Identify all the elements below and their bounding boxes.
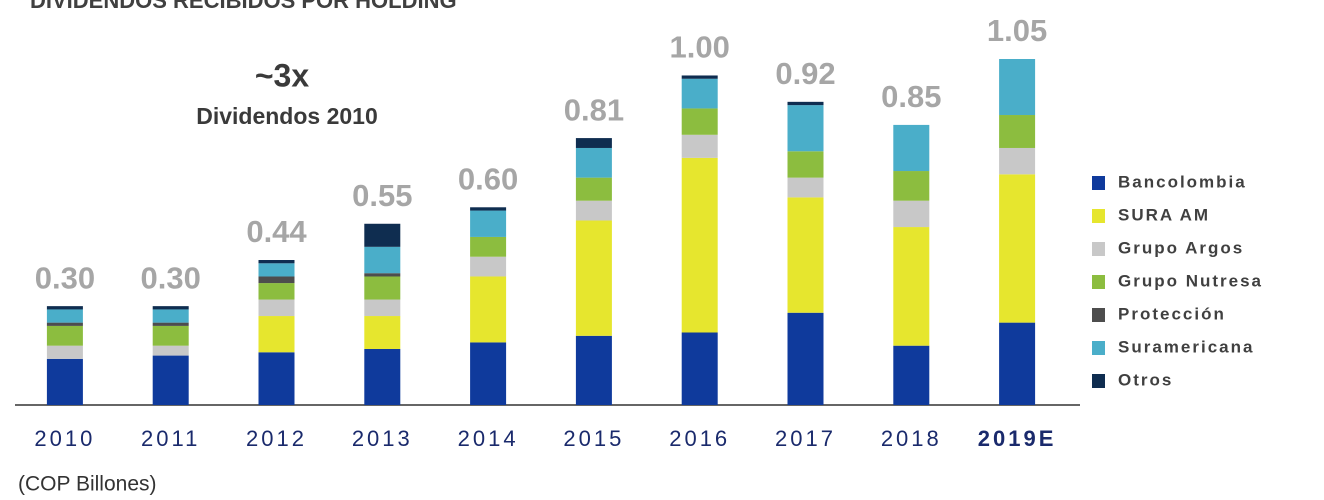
bar-segment	[152, 345, 189, 356]
bar-segment	[258, 260, 295, 264]
total-label: 0.85	[881, 79, 941, 114]
bar-segment	[893, 124, 930, 172]
total-label: 0.30	[35, 260, 95, 295]
bar-segment	[470, 210, 507, 237]
total-label: 0.81	[564, 92, 624, 127]
bar-segment	[787, 177, 824, 198]
annotation: ~3x	[255, 57, 309, 93]
x-tick-label: 2014	[458, 426, 519, 451]
legend-label: Grupo Nutresa	[1118, 271, 1263, 290]
bar-segment	[46, 358, 83, 405]
x-tick-label: 2012	[246, 426, 307, 451]
x-tick-label: 2019E	[978, 426, 1057, 451]
x-tick-label: 2016	[669, 426, 730, 451]
bar-segment	[893, 171, 930, 201]
bar-segment	[893, 227, 930, 346]
bar-segment	[787, 197, 824, 313]
bar-segment	[893, 345, 930, 405]
bar-segment	[152, 325, 189, 346]
annotation: Dividendos 2010	[196, 103, 378, 129]
bar-segment	[46, 322, 83, 326]
bar-segment	[258, 276, 295, 284]
bar-segment	[152, 322, 189, 326]
bar-segment	[364, 348, 401, 405]
legend-label: Otros	[1118, 370, 1173, 389]
legend-swatch	[1092, 275, 1105, 289]
bar-segment	[364, 273, 401, 277]
bar-segment	[364, 246, 401, 274]
total-label: 0.92	[775, 56, 835, 91]
bar-segment	[152, 355, 189, 405]
x-tick-label: 2018	[881, 426, 942, 451]
bar-segment	[46, 325, 83, 346]
bar-segment	[258, 299, 295, 317]
bar-segment	[681, 108, 718, 135]
total-label: 0.44	[246, 214, 307, 249]
bar-segment	[258, 352, 295, 405]
legend-label: Bancolombia	[1118, 172, 1247, 191]
x-tick-label: 2017	[775, 426, 836, 451]
bar-segment	[575, 200, 612, 221]
total-label: 0.60	[458, 161, 518, 196]
x-tick-label: 2013	[352, 426, 413, 451]
bar-segment	[470, 276, 507, 343]
bar-segment	[46, 309, 83, 323]
bar-segment	[364, 299, 401, 317]
legend-label: SURA AM	[1118, 205, 1210, 224]
bar-segment	[681, 332, 718, 405]
bar-segment	[364, 223, 401, 247]
bar-segment	[364, 316, 401, 349]
total-label: 0.30	[141, 260, 201, 295]
bar-segment	[787, 105, 824, 152]
bar-segment	[999, 322, 1036, 405]
bar-segment	[575, 220, 612, 336]
x-tick-label: 2011	[141, 426, 200, 451]
bar-segment	[575, 138, 612, 148]
bar-segment	[575, 147, 612, 178]
bar-segment	[470, 207, 507, 211]
bar-segment	[46, 345, 83, 359]
bar-segment	[787, 101, 824, 106]
legend-swatch	[1092, 374, 1105, 388]
legend-swatch	[1092, 341, 1105, 355]
bar-segment	[470, 236, 507, 257]
bar-segment	[999, 147, 1036, 175]
bar-segment	[575, 335, 612, 405]
bar-segment	[787, 151, 824, 178]
total-label: 1.05	[987, 13, 1047, 48]
total-label: 1.00	[670, 30, 730, 65]
bar-segment	[999, 174, 1036, 323]
bar-segment	[681, 157, 718, 333]
bar-segment	[258, 263, 295, 277]
bar-segment	[470, 342, 507, 405]
bar-segment	[152, 306, 189, 310]
x-tick-label: 2015	[563, 426, 624, 451]
bar-segment	[470, 256, 507, 277]
legend-label: Suramericana	[1118, 337, 1254, 356]
bar-segment	[681, 134, 718, 158]
bar-segment	[364, 276, 401, 300]
legend-label: Grupo Argos	[1118, 238, 1244, 257]
legend-swatch	[1092, 176, 1105, 190]
unit-label: (COP Billones)	[18, 473, 157, 496]
bar-segment	[999, 115, 1036, 148]
bar-segment	[258, 283, 295, 300]
total-label: 0.55	[352, 178, 412, 213]
bar-segment	[999, 59, 1036, 116]
bar-segment	[258, 316, 295, 353]
legend-swatch	[1092, 209, 1105, 223]
bar-segment	[575, 177, 612, 201]
x-tick-label: 2010	[34, 426, 95, 451]
legend-swatch	[1092, 308, 1105, 322]
bar-segment	[152, 309, 189, 323]
legend-swatch	[1092, 242, 1105, 256]
legend-label: Protección	[1118, 304, 1226, 323]
bar-segment	[681, 78, 718, 109]
bar-segment	[681, 75, 718, 79]
bar-segment	[893, 200, 930, 228]
bar-segment	[46, 306, 83, 310]
bar-segment	[787, 312, 824, 405]
chart-title: DIVIDENDOS RECIBIDOS POR HOLDING	[30, 0, 457, 13]
